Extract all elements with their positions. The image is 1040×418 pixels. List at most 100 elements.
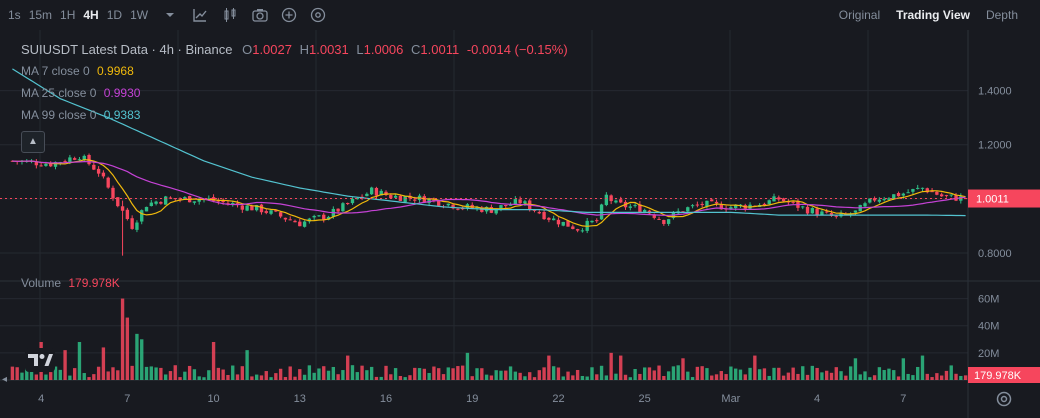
volume-bar: [949, 365, 953, 380]
candle-body: [77, 159, 82, 161]
camera-icon[interactable]: [251, 6, 269, 24]
volume-bar: [719, 371, 723, 380]
volume-bar: [504, 370, 508, 380]
view-trading-view[interactable]: Trading View: [896, 8, 970, 22]
candle-body: [896, 192, 901, 197]
volume-bar: [738, 369, 743, 380]
candle-body: [542, 212, 546, 220]
volume-bar: [748, 367, 752, 380]
volume-bar: [671, 366, 676, 380]
candle-body: [853, 210, 858, 213]
candle-body: [159, 201, 163, 204]
candle-body: [547, 217, 551, 220]
volume-bar: [930, 377, 934, 380]
volume-bar: [848, 366, 853, 380]
timeframe-4h[interactable]: 4H: [83, 8, 99, 22]
scroll-left-button[interactable]: ◂: [2, 374, 7, 385]
view-original[interactable]: Original: [838, 8, 881, 22]
candle-body: [523, 201, 527, 204]
candle-body: [561, 221, 565, 226]
volume-bar: [734, 368, 738, 380]
volume-bar: [63, 350, 67, 380]
candle-body: [662, 219, 666, 224]
settings-circle-icon[interactable]: [309, 6, 327, 24]
volume-bar: [96, 366, 101, 380]
plus-circle-icon[interactable]: [280, 6, 298, 24]
high-value: 1.0031: [309, 42, 349, 57]
volume-bar: [221, 369, 225, 380]
volume-bar: [422, 368, 427, 380]
volume-bar: [49, 372, 53, 380]
volume-bar: [269, 377, 273, 380]
volume-bar: [561, 376, 565, 380]
candle-body: [149, 202, 153, 207]
volume-bar: [542, 367, 546, 380]
price-axis-tick: 1.4000: [978, 86, 1012, 98]
candle-body: [298, 221, 302, 227]
volume-bar: [666, 371, 671, 380]
volume-bar: [571, 375, 575, 380]
candle-body: [269, 210, 273, 214]
volume-bar: [259, 375, 264, 380]
volume-bar: [614, 373, 618, 380]
ma7-legend: MA 7 close 0 0.9968: [21, 64, 134, 78]
candle-body: [944, 195, 949, 197]
price-chart[interactable]: 1.0011 1.4000 1.2000 0.8000 60M 40M 20M 179.978…: [0, 30, 1040, 418]
volume-bar: [374, 376, 379, 380]
timeframe-1h[interactable]: 1H: [60, 8, 76, 22]
timeframe-1w[interactable]: 1W: [130, 8, 149, 22]
volume-bar: [872, 375, 877, 380]
candle-body: [666, 219, 671, 224]
candle-body: [413, 199, 417, 201]
candle-body: [346, 203, 350, 205]
candle-body: [949, 194, 953, 196]
collapse-legend-button[interactable]: ▲: [21, 131, 45, 153]
candle-style-icon[interactable]: [221, 6, 239, 24]
candle-body: [690, 205, 695, 207]
volume-bar: [44, 374, 48, 380]
volume-bar: [796, 373, 800, 380]
time-axis-tick: 22: [552, 393, 564, 405]
volume-bar: [805, 374, 810, 380]
candle-body: [652, 214, 656, 218]
chevron-down-icon[interactable]: [161, 6, 179, 24]
volume-bar: [676, 365, 680, 380]
volume-bar: [920, 355, 925, 380]
volume-bar: [393, 368, 398, 380]
gear-icon[interactable]: [994, 389, 1014, 409]
timeframe-1s[interactable]: 1s: [8, 8, 21, 22]
candle-body: [379, 190, 383, 196]
volume-bar: [379, 376, 383, 380]
candle-body: [686, 207, 690, 212]
volume-bar: [245, 350, 249, 380]
candle-body: [63, 161, 67, 163]
volume-bar: [628, 377, 632, 380]
volume-bar: [863, 371, 867, 380]
volume-bar: [307, 365, 312, 380]
candle-body: [695, 204, 700, 206]
low-label: L: [356, 42, 364, 57]
volume-bar: [322, 366, 326, 380]
volume-bar: [384, 365, 388, 380]
volume-bar: [293, 376, 297, 380]
volume-bar: [556, 367, 561, 380]
candle-body: [762, 203, 767, 206]
volume-bar: [724, 374, 728, 380]
volume-bar: [944, 370, 949, 380]
volume-bar: [116, 370, 120, 380]
line-tool-icon[interactable]: [191, 6, 209, 24]
candle-body: [633, 205, 637, 207]
candle-body: [403, 196, 407, 203]
timeframe-1d[interactable]: 1D: [106, 8, 123, 22]
view-depth[interactable]: Depth: [985, 8, 1018, 22]
volume-bar: [892, 370, 896, 380]
volume-bar: [207, 370, 211, 380]
volume-bar: [278, 368, 283, 380]
volume-bar: [432, 366, 436, 380]
volume-bar: [283, 377, 288, 380]
candle-body: [49, 162, 53, 167]
volume-bar: [29, 371, 34, 380]
candle-body: [183, 197, 187, 199]
candle-body: [422, 196, 427, 203]
timeframe-15m[interactable]: 15m: [28, 8, 53, 22]
